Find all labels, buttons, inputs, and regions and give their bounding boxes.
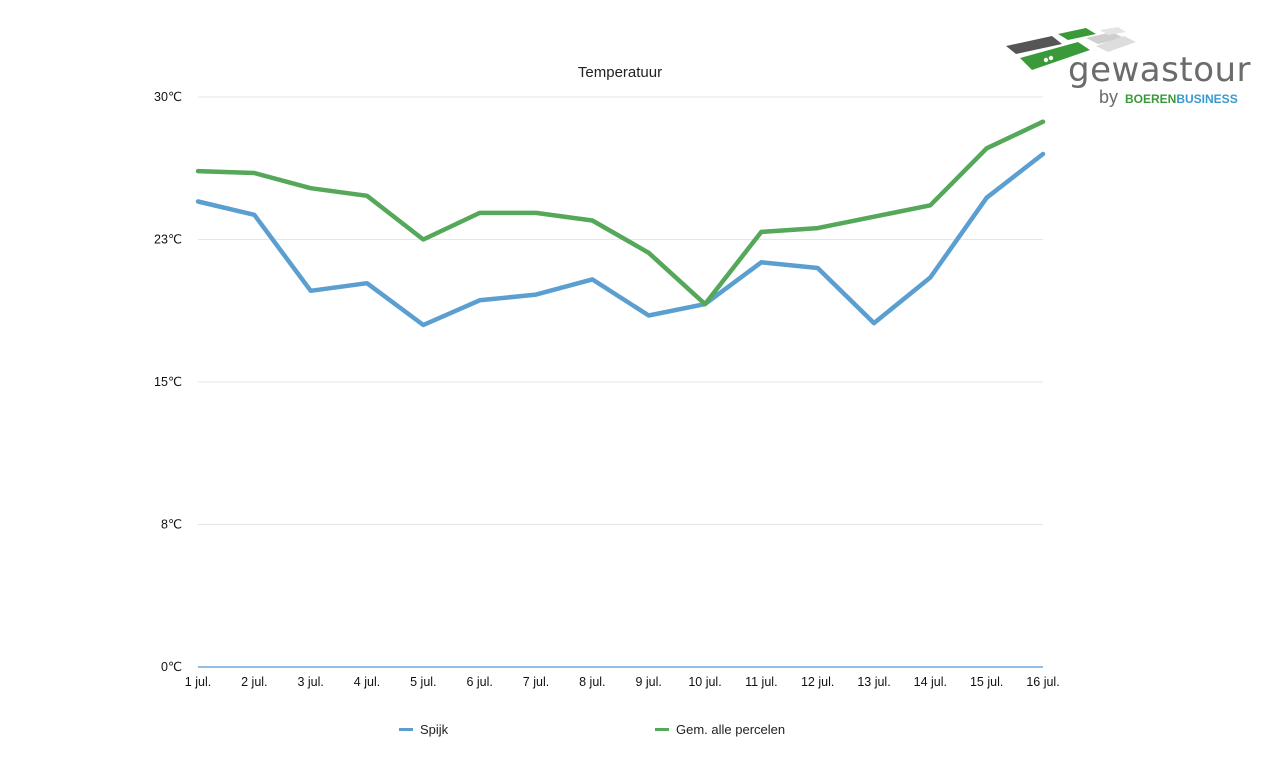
logo-wordmark: gewastour — [1068, 50, 1252, 90]
x-tick-label: 11 jul. — [745, 675, 777, 689]
legend-label-spijk: Spijk — [420, 722, 449, 737]
y-tick-label: 15℃ — [154, 375, 182, 389]
legend-swatch-spijk — [399, 728, 413, 731]
x-tick-label: 4 jul. — [354, 675, 380, 689]
x-tick-label: 5 jul. — [410, 675, 436, 689]
x-tick-label: 16 jul. — [1026, 675, 1059, 689]
gewastour-logo: gewastour by BOERENBUSINESS — [1000, 24, 1260, 114]
x-tick-label: 7 jul. — [523, 675, 549, 689]
legend-item-gem-alle-percelen[interactable]: Gem. alle percelen — [655, 722, 785, 737]
x-tick-label: 8 jul. — [579, 675, 605, 689]
x-axis-tick-labels: 1 jul. 2 jul. 3 jul. 4 jul. 5 jul. 6 jul. 7 ju… — [185, 675, 1060, 689]
legend-label-gem-alle-percelen: Gem. alle percelen — [676, 722, 786, 737]
x-tick-label: 3 jul. — [297, 675, 323, 689]
x-tick-label: 9 jul. — [635, 675, 661, 689]
x-tick-label: 6 jul. — [466, 675, 492, 689]
x-tick-label: 12 jul. — [801, 675, 834, 689]
chart-legend: Spijk Gem. alle percelen — [0, 722, 1280, 742]
y-tick-label: 23℃ — [154, 233, 182, 247]
legend-item-spijk[interactable]: Spijk — [399, 722, 448, 737]
x-tick-label: 1 jul. — [185, 675, 211, 689]
logo-by-text: by — [1099, 87, 1119, 107]
y-tick-label: 30℃ — [154, 90, 182, 104]
x-tick-label: 2 jul. — [241, 675, 267, 689]
legend-swatch-gem-alle-percelen — [655, 728, 669, 731]
x-tick-label: 15 jul. — [970, 675, 1003, 689]
chart-title: Temperatuur — [578, 64, 662, 81]
grid-lines — [198, 96, 1043, 668]
y-tick-label: 0℃ — [161, 660, 182, 674]
logo-brand-text: BOERENBUSINESS — [1125, 92, 1238, 106]
x-tick-label: 13 jul. — [857, 675, 890, 689]
x-tick-label: 10 jul. — [688, 675, 721, 689]
y-tick-label: 8℃ — [161, 518, 182, 532]
y-axis-tick-labels: 0℃ 8℃ 15℃ 23℃ 30℃ — [154, 90, 182, 674]
series-line-gem-alle-percelen — [195, 119, 1046, 307]
logo-field-icon — [1006, 27, 1136, 70]
x-tick-label: 14 jul. — [914, 675, 947, 689]
series-line-spijk — [195, 151, 1046, 328]
series-lines — [195, 119, 1046, 328]
